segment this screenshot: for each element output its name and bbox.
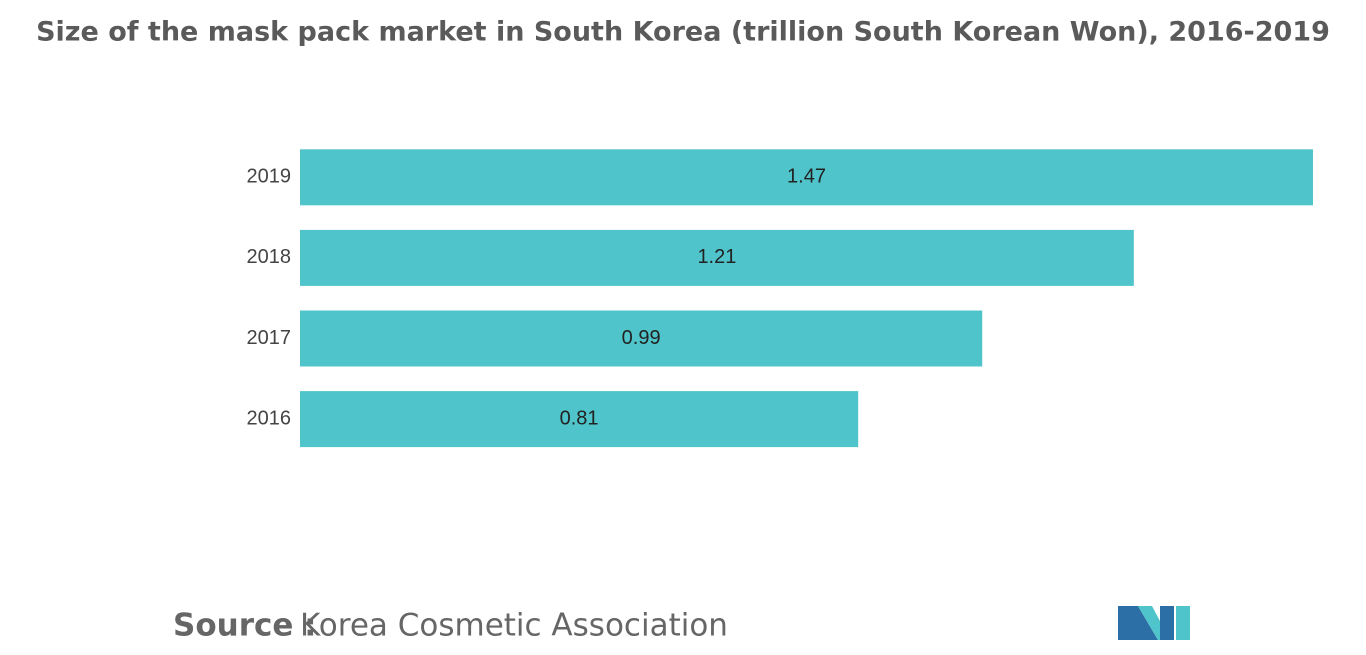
data-label: 0.99 <box>622 327 661 349</box>
source-label: Source : <box>173 608 317 644</box>
y-tick-label: 2017 <box>247 327 292 349</box>
y-tick-label: 2016 <box>247 407 292 429</box>
bar <box>300 310 983 367</box>
y-tick-label: 2019 <box>247 166 292 188</box>
bar <box>300 229 1134 286</box>
source-text: Korea Cosmetic Association <box>300 608 728 644</box>
bar <box>300 149 1313 206</box>
y-tick-label: 2018 <box>247 246 292 268</box>
data-label: 1.21 <box>697 246 736 268</box>
logo-shape <box>1160 606 1174 640</box>
data-label: 0.81 <box>560 407 599 429</box>
bar <box>300 391 859 448</box>
logo <box>1118 606 1190 640</box>
chart-title: Size of the mask pack market in South Ko… <box>36 17 1330 48</box>
data-label: 1.47 <box>787 166 826 188</box>
logo-shape <box>1176 606 1190 640</box>
logo-shape <box>1118 606 1158 640</box>
